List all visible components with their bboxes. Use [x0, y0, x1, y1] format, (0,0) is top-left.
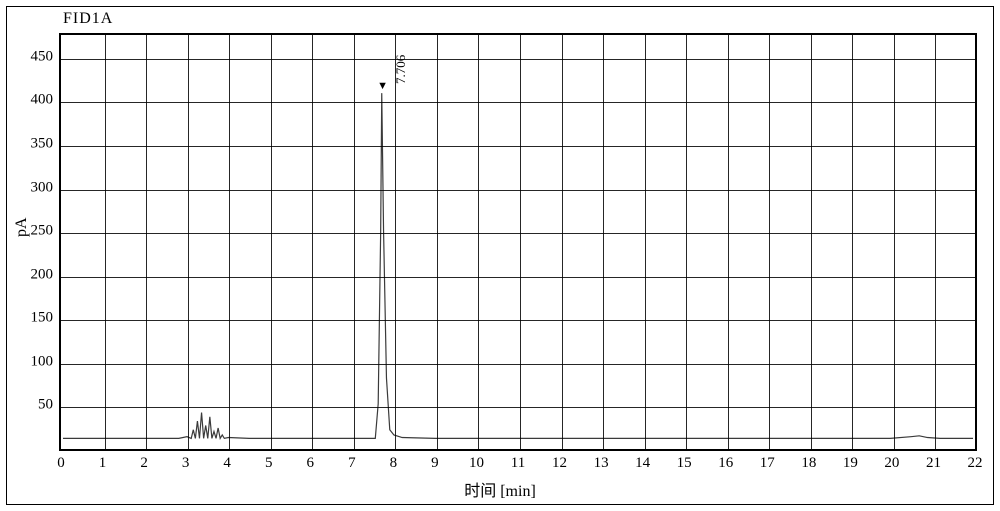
gridline-vertical	[188, 35, 189, 449]
gridline-vertical	[271, 35, 272, 449]
y-tick-label: 250	[13, 223, 53, 240]
x-tick-label: 16	[718, 455, 733, 472]
gridline-horizontal	[61, 146, 975, 147]
gridline-vertical	[437, 35, 438, 449]
gridline-horizontal	[61, 102, 975, 103]
x-tick-label: 15	[677, 455, 692, 472]
gridline-horizontal	[61, 277, 975, 278]
x-tick-label: 14	[635, 455, 650, 472]
gridline-horizontal	[61, 59, 975, 60]
x-tick-label: 22	[968, 455, 983, 472]
x-tick-label: 3	[182, 455, 190, 472]
gridline-vertical	[146, 35, 147, 449]
y-tick-label: 100	[13, 353, 53, 370]
gridline-vertical	[562, 35, 563, 449]
x-tick-label: 1	[99, 455, 107, 472]
x-tick-label: 21	[926, 455, 941, 472]
gridline-vertical	[229, 35, 230, 449]
x-tick-label: 19	[843, 455, 858, 472]
x-tick-label: 4	[223, 455, 231, 472]
gridline-horizontal	[61, 190, 975, 191]
x-tick-label: 8	[390, 455, 398, 472]
x-tick-label: 13	[594, 455, 609, 472]
trace-line	[63, 93, 973, 438]
x-tick-label: 11	[511, 455, 525, 472]
x-tick-label: 0	[57, 455, 65, 472]
x-tick-label: 6	[307, 455, 315, 472]
x-axis-label: 时间 [min]	[7, 477, 993, 501]
peak-retention-label: 7.706	[393, 54, 409, 83]
gridline-vertical	[520, 35, 521, 449]
gridline-vertical	[478, 35, 479, 449]
gridline-vertical	[811, 35, 812, 449]
x-tick-label: 9	[431, 455, 439, 472]
gridline-vertical	[395, 35, 396, 449]
x-tick-label: 10	[469, 455, 484, 472]
gridline-horizontal	[61, 320, 975, 321]
gridline-vertical	[686, 35, 687, 449]
chart-title: FID1A	[63, 10, 113, 28]
y-tick-label: 50	[13, 397, 53, 414]
gridline-vertical	[105, 35, 106, 449]
chromatogram-trace	[61, 35, 975, 449]
y-tick-label: 350	[13, 135, 53, 152]
y-tick-label: 200	[13, 266, 53, 283]
gridline-vertical	[312, 35, 313, 449]
x-tick-label: 5	[265, 455, 273, 472]
gridline-vertical	[645, 35, 646, 449]
y-tick-label: 400	[13, 92, 53, 109]
gridline-vertical	[894, 35, 895, 449]
gridline-vertical	[728, 35, 729, 449]
x-tick-label: 20	[884, 455, 899, 472]
gridline-vertical	[852, 35, 853, 449]
x-tick-label: 2	[140, 455, 148, 472]
x-tick-label: 7	[348, 455, 356, 472]
gridline-horizontal	[61, 364, 975, 365]
x-tick-label: 18	[801, 455, 816, 472]
y-tick-label: 300	[13, 179, 53, 196]
gridline-vertical	[935, 35, 936, 449]
x-tick-label: 17	[760, 455, 775, 472]
gridline-horizontal	[61, 407, 975, 408]
plot-area: ▼ 7.706	[59, 33, 977, 451]
gridline-vertical	[354, 35, 355, 449]
gridline-vertical	[769, 35, 770, 449]
y-tick-label: 150	[13, 310, 53, 327]
gridline-horizontal	[61, 233, 975, 234]
y-tick-label: 450	[13, 48, 53, 65]
gridline-vertical	[603, 35, 604, 449]
x-tick-label: 12	[552, 455, 567, 472]
outer-frame: FID1A ▼7.706 pA 时间 [min] 501001502002503…	[6, 6, 994, 505]
peak-marker-icon: ▼	[377, 80, 388, 92]
